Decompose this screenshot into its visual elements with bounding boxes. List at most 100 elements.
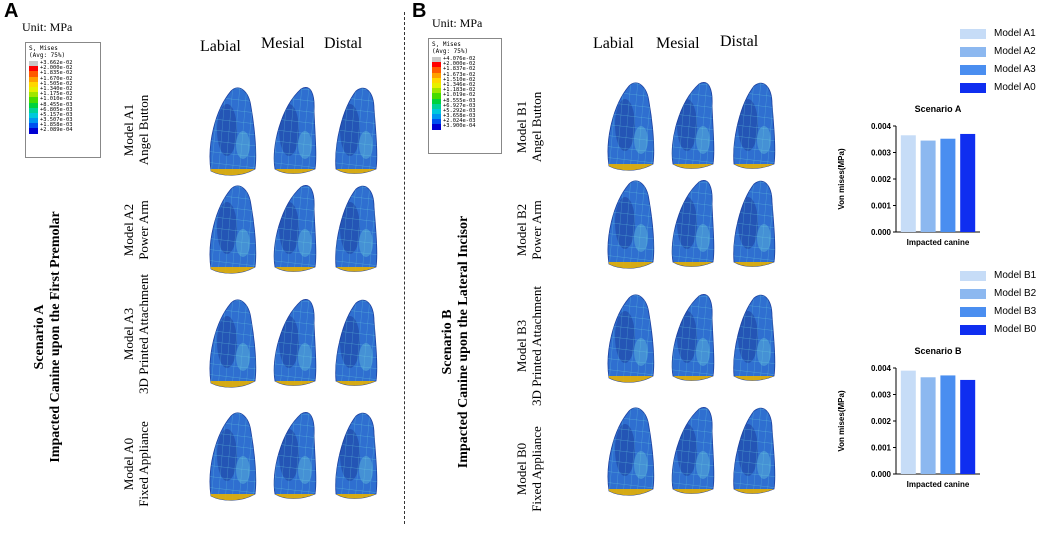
chart-b-legend-swatch-4	[960, 324, 986, 335]
tooth-labial-render	[209, 412, 257, 501]
legend-value: +2.000e-02	[443, 61, 476, 68]
legend-row: +3.662e-02	[26, 60, 100, 67]
legend-value: +6.805e-03	[40, 106, 73, 113]
chart-a-y-tick-label: 0.003	[871, 149, 892, 158]
legend-swatch	[29, 118, 38, 124]
chart-b-legend-item-3: Model B3	[960, 306, 1036, 317]
chart-b-title: Scenario B	[914, 346, 962, 356]
tooth-labial-render	[607, 294, 655, 383]
chart-a-y-tick-label: 0.001	[871, 202, 892, 211]
legend-row: +1.670e-02	[26, 75, 100, 82]
chart-b-legend-item-2: Model B2	[960, 288, 1036, 299]
legend-swatch	[432, 119, 441, 125]
chart-b-y-tick-label: 0.004	[871, 364, 892, 373]
legend-swatch	[29, 81, 38, 87]
legend-row: +1.346e-02	[429, 82, 501, 89]
panel-b-col-distal: Distal	[720, 33, 759, 50]
chart-b-y-tick-label: 0.001	[871, 444, 892, 453]
legend-swatch	[29, 97, 38, 103]
legend-swatch	[29, 86, 38, 93]
legend-swatch	[432, 98, 441, 104]
legend-row: +6.927e-03	[429, 103, 501, 109]
legend-row: +5.157e-03	[26, 111, 100, 119]
chart-a-legend-swatch-1	[960, 28, 986, 39]
tooth-distal-render	[335, 185, 378, 272]
legend-row: +8.455e-03	[26, 102, 100, 108]
chart-b-y-tick-label: 0.003	[871, 391, 892, 400]
chart-b-y-label: Von mises(MPa)	[837, 390, 846, 452]
tooth-distal-render	[335, 412, 378, 499]
panel-b-letter: B	[412, 0, 427, 22]
legend-subtitle: (Avg: 75%)	[29, 52, 66, 59]
chart-a-bar-1	[900, 135, 916, 232]
legend-title: S, Mises	[29, 45, 58, 52]
tooth-distal-render	[733, 82, 776, 169]
chart-b-x-label: Impacted canine	[907, 480, 970, 489]
legend-value: +5.157e-03	[40, 111, 73, 118]
legend-swatch	[432, 67, 441, 73]
legend-swatch	[29, 102, 38, 108]
tooth-distal-render	[733, 180, 776, 267]
legend-value: +3.662e-02	[40, 60, 73, 66]
panel-a-scenario-label: Scenario A Impacted Canine upon the First…	[32, 211, 63, 463]
legend-value: +1.670e-02	[40, 75, 73, 82]
panel-b-col-labial: Labial	[593, 35, 634, 52]
chart-b-bar-3	[940, 375, 956, 474]
chart-a-legend-item-4: Model A0	[960, 82, 1036, 93]
tooth-mesial-render	[273, 299, 317, 386]
chart-a-bar-2	[920, 140, 936, 232]
legend-value: +2.089e-04	[40, 127, 73, 134]
tooth-labial-render	[607, 180, 655, 269]
tooth-labial-render	[607, 82, 655, 171]
legend-row: +1.175e-02	[26, 91, 100, 98]
legend-value: +4.076e-02	[443, 56, 476, 62]
legend-row: +1.835e-02	[26, 70, 100, 77]
chart-b-legend-item-4: Model B0	[960, 324, 1036, 335]
legend-row: +1.858e-03	[26, 122, 100, 129]
legend-row: +1.019e-02	[429, 93, 501, 99]
legend-swatch	[432, 82, 441, 89]
legend-swatch	[432, 72, 441, 78]
legend-value: +1.505e-02	[40, 80, 73, 87]
legend-row: +1.340e-02	[26, 86, 100, 93]
chart-a-title: Scenario A	[915, 104, 962, 114]
chart-b-bar-4	[960, 379, 976, 474]
panel-b-stress-legend: S, Mises (Avg: 75%) +4.076e-02 +2.000e-02…	[428, 38, 502, 154]
legend-row: +2.000e-02	[26, 65, 100, 72]
legend-row: +1.505e-02	[26, 80, 100, 87]
panel-b-row-3-label: Model B3 3D Printed Attachment	[514, 286, 544, 406]
legend-value: +1.010e-02	[40, 96, 73, 103]
legend-value: +1.510e-02	[443, 76, 476, 83]
chart-a-legend-swatch-2	[960, 46, 986, 57]
tooth-mesial-render	[671, 180, 715, 267]
legend-value: +1.835e-02	[40, 70, 73, 77]
legend-swatch	[432, 114, 441, 120]
legend-swatch	[29, 107, 38, 113]
chart-b-legend-swatch-2	[960, 288, 986, 299]
chart-b-legend-swatch-1	[960, 270, 986, 281]
chart-b-y-tick-label: 0.002	[871, 417, 892, 426]
legend-swatch	[29, 76, 38, 82]
chart-a-x-label: Impacted canine	[907, 238, 970, 247]
chart-a-legend-swatch-3	[960, 64, 986, 75]
legend-scale: +4.076e-02 +2.000e-02 +1.837e-02 +1.673e-02…	[429, 56, 501, 130]
legend-row: +6.805e-03	[26, 106, 100, 113]
legend-value: +1.673e-02	[443, 71, 476, 78]
chart-a-bar-3	[940, 138, 956, 232]
legend-row: +2.024e-03	[429, 118, 501, 125]
legend-subtitle: (Avg: 75%)	[432, 48, 469, 55]
legend-swatch	[29, 71, 38, 77]
panel-a-row-3-label: Model A3 3D Printed Attachment	[121, 274, 151, 394]
chart-a-legend-item-1: Model A1	[960, 28, 1036, 39]
chart-a-bar-4	[960, 133, 976, 232]
tooth-labial-render	[209, 185, 257, 274]
legend-swatch	[432, 93, 441, 99]
legend-swatch	[432, 108, 441, 115]
chart-a: Scenario A 0.000 0.001 0.002 0.003 0.004 Impac…	[837, 104, 980, 247]
panel-divider	[404, 12, 405, 524]
legend-row: +4.076e-02	[429, 56, 501, 63]
tooth-distal-render	[335, 299, 378, 386]
legend-swatch	[432, 57, 441, 63]
legend-row: +2.089e-04	[26, 127, 100, 134]
legend-swatch	[432, 62, 441, 68]
